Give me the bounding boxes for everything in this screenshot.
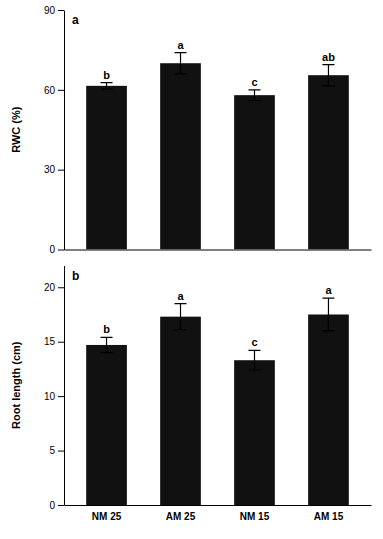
y-tick-label: 20 (44, 282, 56, 293)
y-tick-label: 5 (49, 445, 55, 456)
panel: 0 30 60 90 RWC (%) b a c ab a (10, 5, 372, 256)
y-tick: 10 (44, 391, 64, 402)
y-tick-mark (58, 505, 64, 506)
error-bar (175, 304, 187, 330)
y-tick: 0 (49, 500, 64, 511)
bar (234, 360, 275, 505)
y-tick-mark (58, 451, 64, 452)
panel-title: a (72, 13, 79, 27)
bar (160, 63, 201, 249)
annotation: a (325, 284, 332, 296)
y-tick-mark (58, 250, 64, 251)
annotation: b (103, 69, 110, 81)
y-tick-mark (58, 170, 64, 171)
annotation: c (251, 336, 257, 348)
annotation: ab (322, 51, 335, 63)
annotation: a (177, 39, 184, 51)
annotation: b (103, 323, 110, 335)
error-bar (248, 90, 260, 101)
error-bar (248, 350, 260, 370)
annotations: b a c ab (103, 39, 335, 88)
axis-line (65, 505, 372, 506)
panel-title: b (72, 269, 79, 283)
annotation: a (177, 290, 184, 302)
bar (234, 95, 275, 249)
bar (160, 317, 201, 505)
y-tick-label: 90 (44, 5, 56, 16)
y-axis-title: RWC (%) (10, 106, 22, 153)
y-tick-mark (58, 10, 64, 11)
y-axis: 0 5 10 15 20 (44, 266, 65, 511)
y-axis-title: Root length (cm) (10, 341, 22, 429)
y-tick: 20 (44, 282, 64, 293)
panel: 0 5 10 15 20 NM 25 AM 25 NM 15 AM 15 Root length … (10, 266, 372, 522)
y-tick-mark (58, 396, 64, 397)
y-tick-label: 15 (44, 336, 56, 347)
y-tick: 60 (44, 85, 64, 96)
axis-line (64, 11, 65, 251)
y-tick-mark (58, 90, 64, 91)
error-bar (101, 83, 113, 89)
error-bar (322, 298, 334, 331)
y-tick: 90 (44, 5, 64, 16)
y-tick-mark (58, 287, 64, 288)
y-tick: 15 (44, 336, 64, 347)
y-tick: 5 (49, 445, 64, 456)
y-tick-label: 60 (44, 85, 56, 96)
y-tick: 0 (49, 244, 64, 255)
y-tick-mark (58, 342, 64, 343)
chart: 0306090RWC (%)bacaba05101520NM 25AM 25NM… (0, 0, 383, 539)
error-bar (322, 65, 334, 86)
y-tick-label: 30 (44, 164, 56, 175)
x-axis: NM 25 AM 25 NM 15 AM 15 (65, 506, 372, 523)
x-tick-label: AM 25 (166, 511, 196, 522)
bar (308, 314, 349, 505)
axis-line (64, 266, 65, 506)
annotations: b a c a (103, 284, 332, 348)
bar (308, 75, 349, 249)
y-tick-label: 0 (49, 244, 55, 255)
x-tick-label: AM 15 (314, 511, 344, 522)
error-bar (101, 337, 113, 352)
bar (86, 86, 127, 250)
plot-area (86, 298, 349, 505)
y-axis: 0 30 60 90 (44, 5, 65, 256)
y-tick-label: 0 (49, 500, 55, 511)
axis-line (65, 250, 372, 251)
x-tick: NM 15 (240, 511, 270, 522)
y-tick-label: 10 (44, 391, 56, 402)
x-tick-label: NM 15 (240, 511, 270, 522)
error-bar (175, 53, 187, 74)
x-tick: AM 25 (166, 511, 196, 522)
annotation: c (251, 76, 257, 88)
x-tick: NM 25 (92, 511, 122, 522)
bar (86, 345, 127, 505)
x-tick-label: NM 25 (92, 511, 122, 522)
x-tick: AM 15 (314, 511, 344, 522)
x-axis (65, 250, 372, 251)
y-tick: 30 (44, 164, 64, 175)
plot-area (86, 53, 349, 250)
